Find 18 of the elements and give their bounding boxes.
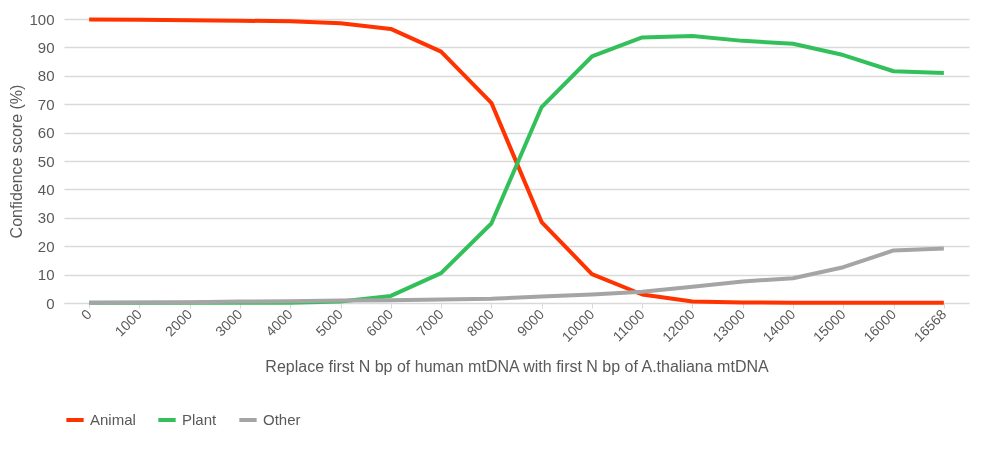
y-tick-label: 30 <box>37 209 55 227</box>
y-tick-label: 10 <box>37 266 55 284</box>
legend-label: Plant <box>182 411 218 428</box>
y-tick-label: 40 <box>37 180 55 198</box>
y-tick-label: 20 <box>37 237 55 255</box>
legend-label: Animal <box>90 411 136 428</box>
y-tick-label: 70 <box>37 95 55 113</box>
y-tick-label: 60 <box>37 124 55 142</box>
legend-label: Other <box>263 411 301 428</box>
y-tick-label: 0 <box>46 294 55 312</box>
y-tick-label: 80 <box>37 67 55 85</box>
x-axis-title: Replace first N bp of human mtDNA with first N bp of A.thaliana mtDNA <box>265 357 769 375</box>
x-tick-label: 0 <box>77 305 95 323</box>
y-axis-title: Confidence score (%) <box>8 84 26 239</box>
y-tick-label: 90 <box>37 38 55 56</box>
line-series <box>87 246 946 305</box>
y-tick-label: 100 <box>29 10 55 28</box>
y-tick-label: 50 <box>37 152 55 170</box>
